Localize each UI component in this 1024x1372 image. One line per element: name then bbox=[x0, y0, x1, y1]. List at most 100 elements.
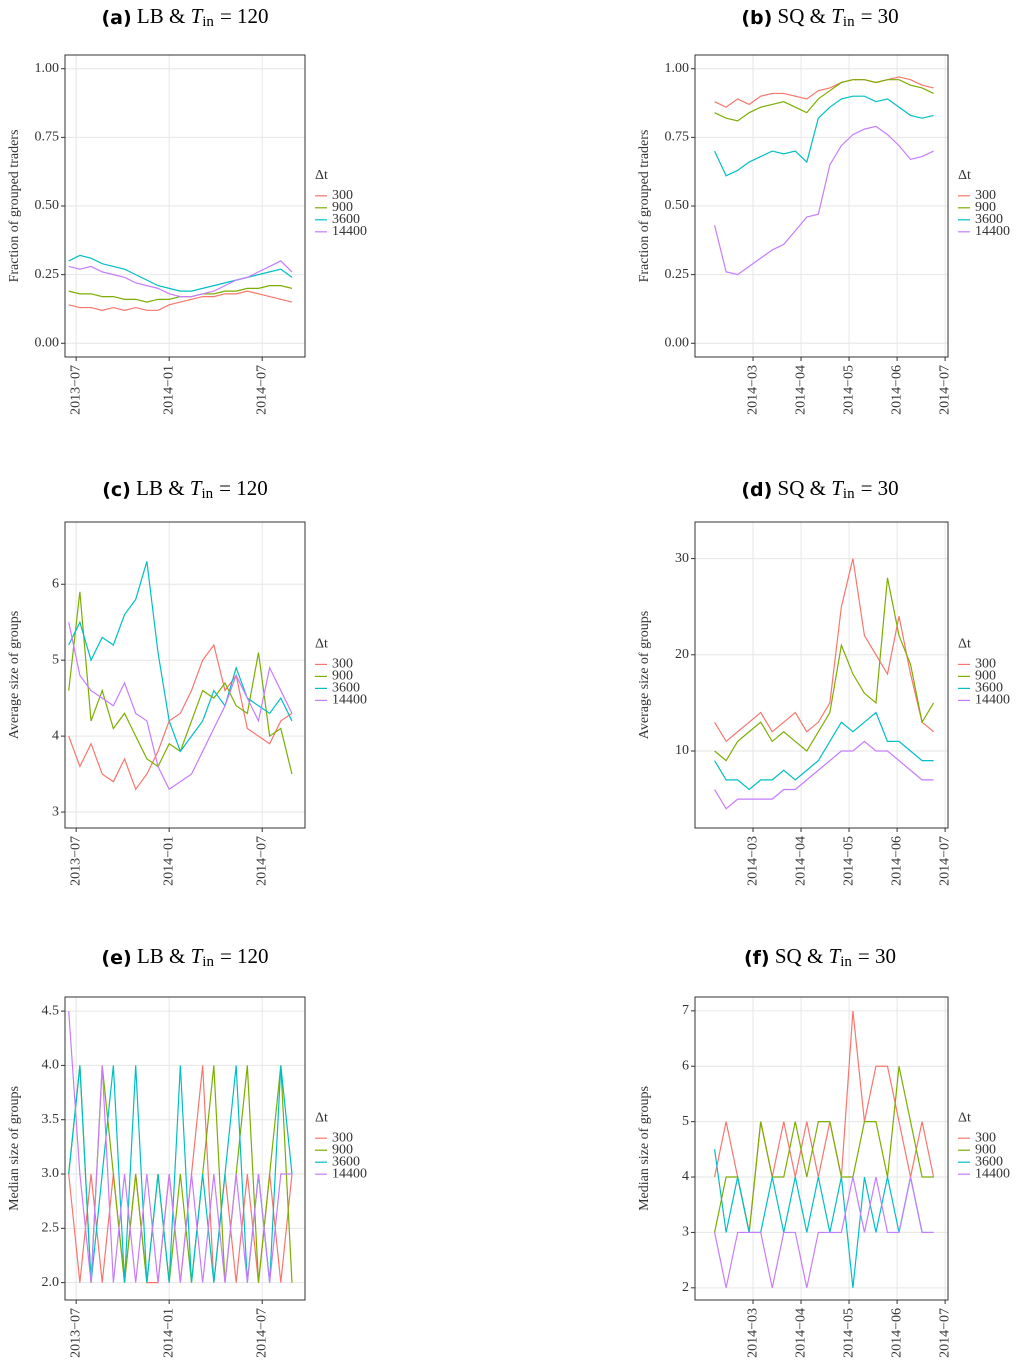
y-tick-label: 3 bbox=[682, 1225, 689, 1240]
y-tick-label: 2 bbox=[682, 1280, 689, 1295]
x-tick-label: 2014−07 bbox=[254, 836, 269, 886]
series-line bbox=[68, 1011, 292, 1283]
x-tick-label: 2014−06 bbox=[889, 836, 904, 886]
legend-label: 900 bbox=[332, 1142, 353, 1157]
chart-title: (a) LB & Tin = 120 bbox=[101, 4, 268, 31]
x-tick-label: 2013−07 bbox=[68, 1308, 83, 1358]
title-subscript: in bbox=[843, 486, 855, 502]
chart-title: (b) SQ & Tin = 30 bbox=[741, 4, 898, 31]
y-tick-label: 0.25 bbox=[35, 267, 60, 282]
plot-border bbox=[694, 54, 949, 358]
x-tick-label: 2014−01 bbox=[161, 836, 176, 886]
legend-label: 14400 bbox=[975, 224, 1010, 239]
legend-label: 3600 bbox=[975, 212, 1003, 227]
legend-label: 900 bbox=[332, 200, 353, 215]
y-tick-label: 4.5 bbox=[42, 1003, 60, 1018]
y-tick-label: 2.0 bbox=[42, 1275, 60, 1290]
title-symbol: T bbox=[191, 944, 204, 968]
x-tick-label: 2014−07 bbox=[254, 1308, 269, 1358]
y-axis-label: Median size of groups bbox=[637, 1086, 652, 1211]
plot-border bbox=[694, 521, 949, 829]
y-axis-label: Average size of groups bbox=[637, 611, 652, 739]
y-tick-label: 10 bbox=[675, 743, 689, 758]
panel-label: (b) bbox=[741, 7, 772, 29]
legend-label: 300 bbox=[332, 1130, 353, 1145]
panel: (e) LB & Tin = 120 2.0 2.5 3.0 3.5 4.0 4.5 2013−… bbox=[7, 944, 367, 1358]
title-text: SQ & bbox=[778, 476, 826, 500]
y-tick-label: 4 bbox=[52, 728, 59, 743]
y-tick-label: 3.0 bbox=[42, 1166, 60, 1181]
y-tick-label: 1.00 bbox=[665, 61, 690, 76]
title-text: LB & bbox=[136, 476, 184, 500]
x-tick-label: 2014−04 bbox=[793, 836, 808, 886]
y-tick-label: 3.5 bbox=[42, 1112, 60, 1127]
legend-title: Δt bbox=[958, 168, 971, 183]
plot-border bbox=[64, 54, 306, 358]
series-line bbox=[714, 577, 935, 762]
y-tick-label: 4.0 bbox=[42, 1058, 60, 1073]
y-tick-label: 30 bbox=[675, 551, 689, 566]
title-subscript: in bbox=[201, 486, 213, 502]
title-symbol: T bbox=[831, 476, 844, 500]
legend-label: 300 bbox=[332, 188, 353, 203]
y-tick-label: 0.50 bbox=[665, 198, 690, 213]
legend-label: 14400 bbox=[975, 693, 1010, 708]
legend-title: Δt bbox=[958, 637, 971, 652]
legend-label: 900 bbox=[975, 200, 996, 215]
title-text: LB & bbox=[137, 4, 185, 28]
series-line bbox=[714, 79, 934, 122]
y-tick-label: 0.25 bbox=[665, 267, 690, 282]
y-tick-label: 20 bbox=[675, 647, 689, 662]
title-subscript: in bbox=[202, 954, 214, 970]
panel: (d) SQ & Tin = 30 10 20 30 2014−03 2014−04 2014… bbox=[637, 476, 1010, 886]
y-tick-label: 4 bbox=[682, 1169, 689, 1184]
x-tick-label: 2014−04 bbox=[793, 365, 808, 415]
series-line bbox=[714, 711, 934, 791]
title-equals: = 120 bbox=[220, 4, 269, 28]
x-tick-label: 2014−03 bbox=[745, 1308, 760, 1358]
y-tick-label: 5 bbox=[682, 1114, 689, 1129]
x-tick-label: 2014−07 bbox=[937, 1308, 952, 1358]
x-tick-label: 2014−07 bbox=[254, 365, 269, 415]
legend-label: 14400 bbox=[332, 1166, 367, 1181]
series-line bbox=[714, 1066, 934, 1233]
title-equals: = 30 bbox=[861, 4, 899, 28]
title-equals: = 120 bbox=[220, 944, 269, 968]
series-line bbox=[714, 95, 934, 177]
legend-label: 3600 bbox=[332, 212, 360, 227]
chart-title: (f) SQ & Tin = 30 bbox=[744, 944, 896, 971]
y-axis-label: Median size of groups bbox=[7, 1086, 22, 1211]
y-tick-label: 0.00 bbox=[35, 335, 60, 350]
x-tick-label: 2014−05 bbox=[841, 836, 856, 886]
title-text: SQ & bbox=[778, 4, 826, 28]
y-tick-label: 0.75 bbox=[35, 130, 60, 145]
legend-label: 3600 bbox=[332, 1154, 360, 1169]
series-line bbox=[68, 254, 293, 292]
y-axis-label: Fraction of grouped traders bbox=[637, 130, 652, 283]
legend-label: 900 bbox=[975, 669, 996, 684]
panel: (f) SQ & Tin = 30 2 3 4 5 6 7 2014−03 2014−04 2014… bbox=[637, 944, 1010, 1358]
y-tick-label: 1.00 bbox=[35, 61, 60, 76]
x-tick-label: 2014−05 bbox=[841, 1308, 856, 1358]
title-symbol: T bbox=[831, 4, 844, 28]
panel-label: (d) bbox=[741, 479, 772, 501]
panel-label: (a) bbox=[101, 7, 131, 29]
x-tick-label: 2014−01 bbox=[161, 1308, 176, 1358]
title-symbol: T bbox=[191, 4, 204, 28]
chart-title: (e) LB & Tin = 120 bbox=[101, 944, 268, 971]
series-line bbox=[68, 561, 293, 753]
plot-background bbox=[695, 522, 948, 828]
title-equals: = 120 bbox=[219, 476, 268, 500]
title-subscript: in bbox=[202, 14, 214, 30]
x-tick-label: 2014−05 bbox=[841, 365, 856, 415]
legend-title: Δt bbox=[958, 1110, 971, 1125]
title-symbol: T bbox=[829, 944, 842, 968]
y-axis-label: Fraction of grouped traders bbox=[7, 130, 22, 283]
legend-title: Δt bbox=[315, 637, 328, 652]
legend-label: 300 bbox=[975, 657, 996, 672]
x-tick-label: 2014−06 bbox=[889, 365, 904, 415]
legend-label: 300 bbox=[332, 657, 353, 672]
y-tick-label: 7 bbox=[682, 1003, 689, 1018]
x-tick-label: 2013−07 bbox=[68, 365, 83, 415]
